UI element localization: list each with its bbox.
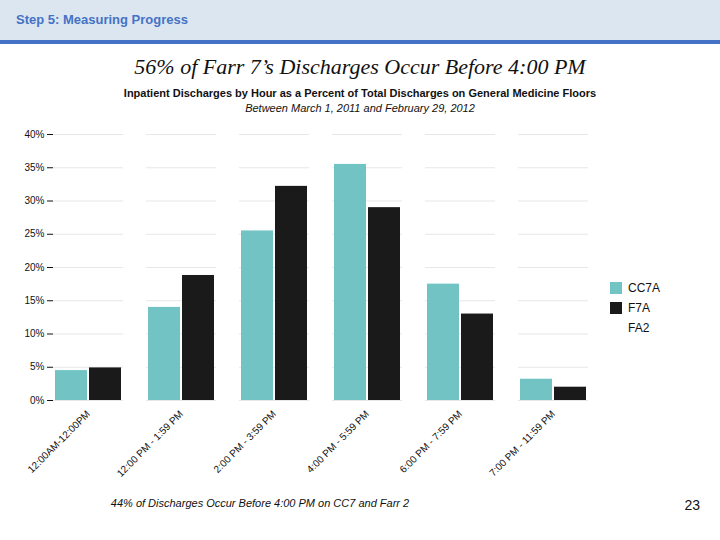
svg-text:40%: 40% [24,129,44,140]
svg-text:10%: 10% [24,328,44,339]
html-text:Inpatient Discharges by Hour a: Inpatient Discharges by Hour as a Percen… [123,87,597,99]
svg-text:0%: 0% [30,395,45,406]
svg-text:6:00 PM - 7:59 PM: 6:00 PM - 7:59 PM [397,408,464,475]
html-text:F7A: F7A [628,300,650,315]
html-text:CC7A: CC7A [628,280,660,295]
html-text:56% of Farr 7’s Discharges Occ: 56% of Farr 7’s Discharges Occur Before … [134,54,586,79]
svg-text:12:00 PM - 1:59 PM: 12:00 PM - 1:59 PM [115,408,186,479]
svg-text:30%: 30% [24,195,44,206]
svg-text:4:00 PM - 5:59 PM: 4:00 PM - 5:59 PM [304,408,371,475]
html-text:23: 23 [684,497,700,513]
html-text:44% of Discharges Occur Before: 44% of Discharges Occur Before 4:00 PM o… [110,497,410,509]
svg-text:2:00 PM - 3:59 PM: 2:00 PM - 3:59 PM [211,408,278,475]
svg-text:35%: 35% [24,162,44,173]
svg-text:15%: 15% [24,295,44,306]
html-text:FA2: FA2 [628,320,650,335]
svg-text:20%: 20% [24,262,44,273]
svg-text:7:00 PM - 11:59 PM: 7:00 PM - 11:59 PM [487,408,557,478]
svg-text:5%: 5% [30,361,45,372]
html-text:Between March 1, 2011 and Febr: Between March 1, 2011 and February 29, 2… [245,102,475,114]
svg-text:12:00AM-12:00PM: 12:00AM-12:00PM [25,408,92,475]
svg-text:25%: 25% [24,228,44,239]
html-text:Step 5: Measuring Progress: Step 5: Measuring Progress [16,12,188,27]
